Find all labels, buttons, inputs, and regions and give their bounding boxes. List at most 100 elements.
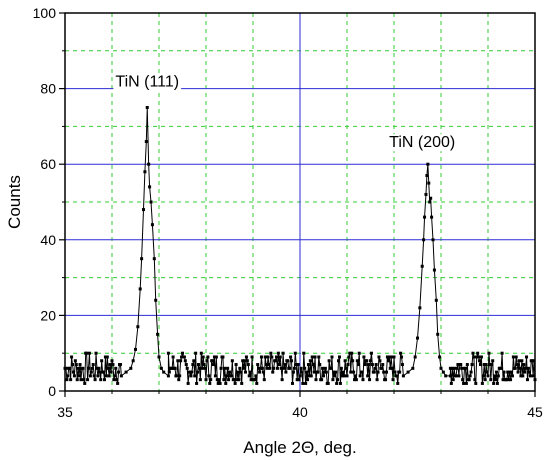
data-point <box>339 366 343 370</box>
data-point <box>255 381 259 385</box>
data-point <box>509 378 513 382</box>
data-point <box>195 381 199 385</box>
data-point <box>114 366 118 370</box>
data-point <box>388 366 392 370</box>
data-point <box>479 355 483 359</box>
annotation-bg <box>113 73 182 91</box>
data-point <box>332 370 336 374</box>
data-point <box>249 378 253 382</box>
data-point <box>295 378 299 382</box>
data-point <box>239 370 243 374</box>
data-point <box>351 359 355 363</box>
data-point <box>144 140 148 144</box>
data-point <box>166 351 170 355</box>
data-point <box>140 257 144 261</box>
data-point <box>298 374 302 378</box>
data-point <box>289 355 293 359</box>
data-point <box>373 366 377 370</box>
data-point <box>211 359 215 363</box>
data-point <box>494 370 498 374</box>
data-point <box>493 374 497 378</box>
data-point <box>288 366 292 370</box>
data-point <box>268 366 272 370</box>
data-point <box>83 381 87 385</box>
data-point <box>502 370 506 374</box>
data-point <box>262 378 266 382</box>
data-point <box>199 351 203 355</box>
data-point <box>276 351 280 355</box>
data-point <box>515 363 519 367</box>
data-point <box>528 374 532 378</box>
data-point <box>181 351 184 355</box>
data-point <box>304 381 308 385</box>
data-point <box>193 374 197 378</box>
data-point <box>266 355 270 359</box>
data-point <box>87 351 91 355</box>
data-point <box>242 366 246 370</box>
data-point <box>500 351 504 355</box>
data-point <box>189 374 193 378</box>
data-point <box>360 370 364 374</box>
data-point <box>422 238 426 242</box>
data-point <box>259 366 263 370</box>
data-point <box>477 355 481 359</box>
data-point <box>260 366 264 370</box>
data-point <box>232 378 236 382</box>
data-point <box>470 363 474 367</box>
data-point <box>244 355 248 359</box>
data-point <box>292 366 296 370</box>
data-point <box>514 355 518 359</box>
data-point <box>113 374 117 378</box>
data-point <box>469 370 473 374</box>
data-point <box>305 370 309 374</box>
data-point <box>71 363 75 367</box>
data-point <box>413 355 417 359</box>
y-tick-label: 60 <box>40 156 56 172</box>
data-point <box>462 381 466 385</box>
data-point <box>494 378 498 382</box>
data-point <box>393 370 397 374</box>
data-point <box>111 363 115 367</box>
data-point <box>467 378 471 382</box>
data-point <box>499 366 503 370</box>
data-point <box>106 366 110 370</box>
data-point <box>301 381 305 385</box>
data-point <box>336 378 340 382</box>
y-tick-label: 100 <box>33 5 57 21</box>
data-point <box>372 370 376 374</box>
y-axis-label: Counts <box>5 175 24 229</box>
data-point <box>448 374 452 378</box>
data-point <box>286 359 290 363</box>
data-point <box>175 374 179 378</box>
data-point <box>238 366 242 370</box>
data-point <box>148 185 152 189</box>
data-point <box>361 378 365 382</box>
data-point <box>337 359 341 363</box>
data-point <box>344 366 348 370</box>
data-point <box>490 363 494 367</box>
data-point <box>226 366 230 370</box>
data-point <box>369 359 372 363</box>
data-point <box>173 366 177 370</box>
data-point <box>228 370 231 374</box>
data-point <box>118 363 122 367</box>
data-point <box>233 381 237 385</box>
data-point <box>93 378 97 382</box>
data-point <box>468 374 472 378</box>
data-point <box>257 366 261 370</box>
data-point <box>454 374 458 378</box>
data-point <box>400 363 404 367</box>
data-point <box>482 363 486 367</box>
major-grid <box>65 13 535 391</box>
data-point <box>321 366 325 370</box>
data-point <box>90 366 94 370</box>
data-point <box>472 355 476 359</box>
data-point <box>74 363 78 367</box>
data-point <box>416 336 419 340</box>
data-point <box>518 366 522 370</box>
data-point <box>309 374 313 378</box>
data-point <box>204 378 208 382</box>
data-point <box>448 366 452 370</box>
data-point <box>401 374 405 378</box>
data-point <box>202 363 206 367</box>
